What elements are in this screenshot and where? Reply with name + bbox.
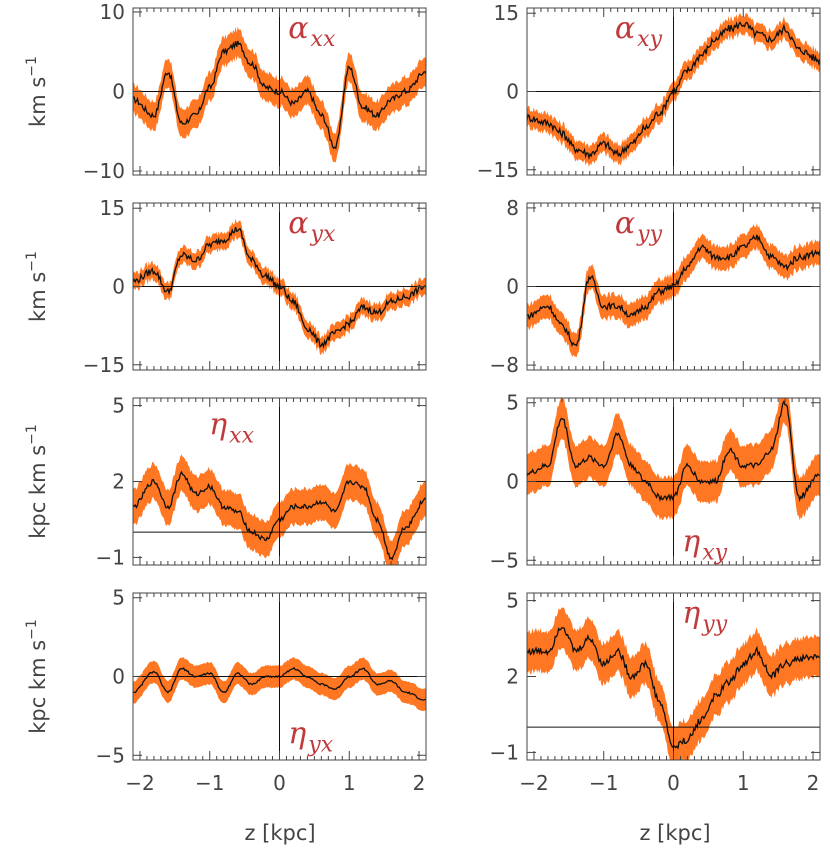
y-axis-title-superscript: −1: [24, 619, 40, 640]
panel-alpha_xy: −15 0 15 αxy: [477, 1, 821, 182]
y-tick-label: 5: [112, 394, 125, 418]
coefficient-label-subscript: xx: [229, 424, 254, 449]
y-tick-label: 2: [506, 665, 519, 689]
y-axis-title-alpha_yx: km s−1: [24, 251, 50, 322]
coefficient-label-eta_xx: ηxx: [209, 408, 254, 449]
y-axis-title-superscript: −1: [24, 56, 40, 77]
y-tick-label: −5: [96, 743, 125, 767]
coefficient-label-subscript: yx: [310, 222, 336, 247]
y-tick-label: 0: [506, 470, 519, 494]
y-tick-label: −1: [96, 545, 125, 569]
panel-alpha_xx: −10 0 10 km s−1 αxx: [24, 0, 427, 183]
x-tick-label: 2: [807, 771, 820, 795]
x-tick-label: 1: [737, 771, 750, 795]
y-tick-label: −10: [83, 159, 125, 183]
panel-eta_yy: −125 ηyy−2 −1 0 1 2: [490, 589, 821, 795]
y-tick-label: −15: [477, 158, 519, 182]
x-tick-label: −2: [125, 771, 154, 795]
y-tick-label: 0: [112, 275, 125, 299]
y-axis-title-eta_xx: kpc km s−1: [24, 424, 50, 539]
y-tick-label: 5: [112, 586, 125, 610]
panel-alpha_yy: −8 0 8 αyy: [490, 196, 821, 377]
coefficient-label-eta_xy: ηxy: [682, 525, 727, 566]
panel-eta_yx: −5 0 5 kpc km s−1 ηyx −2 −1 0 1 2: [24, 586, 427, 795]
coefficient-label-subscript: xx: [311, 27, 336, 52]
y-tick-label: 0: [506, 275, 519, 299]
y-tick-label: 0: [112, 80, 125, 104]
coefficient-label-alpha_xy: αxy: [615, 11, 663, 52]
x-tick-label: 2: [413, 771, 426, 795]
y-tick-label: 0: [506, 80, 519, 104]
y-tick-label: −5: [490, 548, 519, 572]
y-tick-label: 5: [506, 391, 519, 415]
coefficient-label-subscript: yy: [636, 222, 662, 247]
y-tick-label: 15: [494, 1, 519, 25]
x-axis-title-left: z [kpc]: [244, 821, 315, 845]
panel-eta_xx: −1 2 5 kpc km s−1 ηxx: [24, 394, 427, 569]
x-axis-title-right: z [kpc]: [639, 821, 710, 845]
x-tick-label: −1: [195, 771, 224, 795]
coefficient-label-subscript: xy: [702, 541, 727, 566]
y-tick-label: 8: [506, 196, 519, 220]
y-axis-title-superscript: −1: [24, 251, 40, 272]
coefficient-label-eta_yx: ηyx: [288, 716, 333, 757]
panel-alpha_yx: −15 0 15 km s−1 αyx: [24, 196, 427, 377]
y-tick-label: −8: [490, 353, 519, 377]
x-tick-label: −2: [519, 771, 548, 795]
y-axis-title-eta_yx: kpc km s−1: [24, 619, 50, 734]
x-tick-label: 0: [273, 771, 286, 795]
coefficient-label-alpha_xx: αxx: [288, 11, 336, 52]
y-tick-label: 2: [112, 470, 125, 494]
y-tick-label: −15: [83, 353, 125, 377]
panel-eta_xy: −5 0 5 ηxy: [490, 391, 821, 572]
coefficient-label-subscript: yx: [307, 732, 333, 757]
coefficient-label-subscript: yy: [701, 612, 727, 637]
coefficient-label-subscript: xy: [637, 27, 662, 52]
y-tick-label: −1: [490, 740, 519, 764]
y-tick-label: 0: [112, 665, 125, 689]
y-tick-label: 5: [506, 589, 519, 613]
coefficient-label-alpha_yy: αyy: [615, 206, 663, 247]
x-tick-label: 1: [343, 771, 356, 795]
x-tick-label: 0: [667, 771, 680, 795]
x-tick-label: −1: [589, 771, 618, 795]
coefficient-label-alpha_yx: αyx: [288, 206, 336, 247]
uncertainty-band-eta_yy: [527, 607, 820, 760]
y-axis-title-superscript: −1: [24, 424, 40, 445]
y-tick-label: 10: [100, 0, 125, 24]
y-tick-label: 15: [100, 196, 125, 220]
y-axis-title-alpha_xx: km s−1: [24, 56, 50, 127]
coefficient-label-eta_yy: ηyy: [682, 596, 727, 637]
